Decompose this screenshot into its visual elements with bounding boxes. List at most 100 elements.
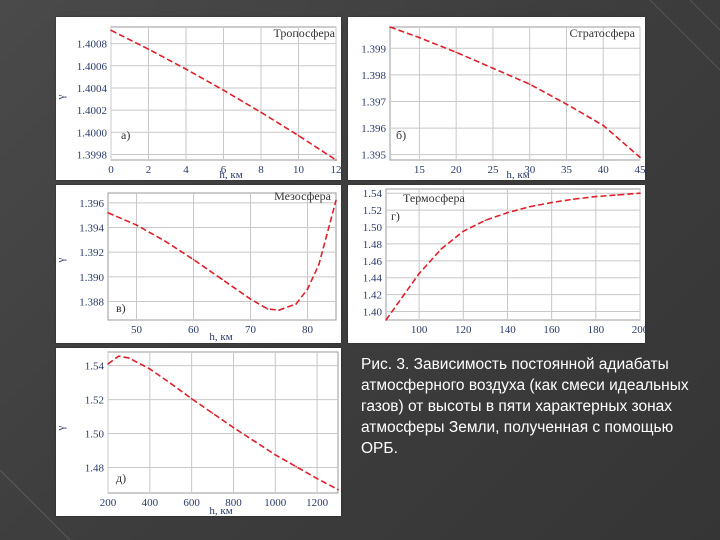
- plot-frame: [107, 351, 339, 494]
- x-tick-label: 140: [499, 324, 516, 336]
- y-tick-label: 1.40: [363, 307, 383, 319]
- data-point: [266, 308, 269, 310]
- x-tick-label: 1200: [306, 497, 329, 509]
- data-point: [295, 303, 297, 305]
- x-tick-label: 160: [543, 324, 560, 336]
- data-point: [232, 426, 235, 429]
- data-point: [149, 368, 151, 370]
- data-point: [418, 36, 421, 39]
- x-tick-label: 20: [451, 164, 463, 176]
- x-tick-label: 12: [331, 164, 342, 176]
- data-point: [274, 453, 277, 456]
- data-point: [639, 192, 641, 195]
- x-axis-label: h, км: [209, 505, 232, 516]
- y-tick-label: 1.390: [79, 272, 104, 284]
- data-point: [389, 26, 391, 28]
- x-tick-label: 600: [183, 497, 200, 509]
- data-point: [418, 272, 420, 275]
- data-point: [385, 319, 387, 321]
- data-point: [455, 51, 457, 54]
- data-point: [211, 412, 214, 414]
- y-tick-label: 1.54: [363, 188, 383, 200]
- y-tick-label: 1.4004: [77, 83, 108, 95]
- data-point: [306, 288, 309, 290]
- data-point: [595, 195, 597, 198]
- data-point: [528, 205, 531, 208]
- series-line: [389, 26, 641, 158]
- data-point: [506, 211, 509, 214]
- y-tick-label: 1.46: [363, 256, 383, 268]
- x-tick-label: 80: [302, 324, 314, 336]
- y-tick-label: 1.4000: [77, 127, 108, 139]
- y-tick-label: 1.398: [361, 70, 386, 82]
- chart-title: Мезосфера: [274, 189, 332, 203]
- x-tick-label: 60: [188, 324, 200, 336]
- data-point: [107, 211, 109, 214]
- y-tick-label: 1.50: [85, 429, 105, 441]
- x-tick-label: 200: [632, 324, 645, 336]
- chart-panel-thermosphere: 100 120 140 160 180 200 1.54 1.52 1.50 1.48 1.46 1.…: [348, 185, 645, 343]
- chart-stratosphere: 15 20 25 30 35 40 45 1.399 1.398 1.397 1.396 1.395 С…: [361, 26, 646, 180]
- x-tick-label: 8: [258, 164, 264, 176]
- chart-title: Стратосфера: [569, 26, 635, 40]
- figure-caption: Рис. 3. Зависимость постоянной адиабаты …: [361, 356, 689, 457]
- x-tick-label: 10: [293, 164, 305, 176]
- y-tick-label: 1.395: [361, 150, 386, 162]
- y-tick-label: 1.52: [363, 205, 382, 217]
- x-tick-label: 50: [131, 324, 143, 336]
- y-tick-label: 1.4006: [77, 61, 108, 73]
- x-tick-label: 45: [635, 164, 646, 176]
- chart-title: Термосфера: [403, 191, 465, 205]
- y-tick-label: 1.48: [85, 463, 105, 475]
- x-tick-label: 2: [146, 164, 152, 176]
- chart-panel-stratosphere: 15 20 25 30 35 40 45 1.399 1.398 1.397 1.396 1.395 С…: [348, 17, 645, 180]
- data-point: [117, 355, 120, 358]
- x-tick-label: 120: [455, 324, 472, 336]
- y-tick-label: 1.388: [79, 297, 104, 309]
- x-tick-label: 25: [487, 164, 499, 176]
- data-point: [492, 67, 494, 70]
- panel-letter: а): [121, 128, 130, 142]
- x-tick-label: 70: [245, 324, 257, 336]
- x-tick-label: 4: [183, 164, 189, 176]
- data-point: [318, 263, 320, 266]
- x-tick-label: 1000: [264, 497, 287, 509]
- data-point: [550, 201, 553, 204]
- data-point: [260, 111, 262, 114]
- x-tick-label: 0: [108, 164, 114, 176]
- y-tick-label: 1.50: [363, 222, 383, 234]
- panel-letter: г): [391, 209, 400, 223]
- chart-thermosphere: 100 120 140 160 180 200 1.54 1.52 1.50 1.48 1.46 1.…: [363, 188, 645, 336]
- y-tick-label: 1.3998: [77, 149, 108, 161]
- y-tick-label: 1.399: [361, 43, 386, 55]
- x-tick-label: 15: [414, 164, 426, 176]
- y-tick-label: 1.4008: [77, 39, 108, 51]
- chart-panel-mesosphere: 50 60 70 80 1.396 1.394 1.392 1.390 1.388 Мезосфе…: [56, 185, 341, 343]
- data-point: [565, 103, 568, 105]
- y-tick-label: 1.54: [85, 361, 105, 373]
- y-tick-label: 1.397: [361, 96, 386, 108]
- data-point: [295, 465, 297, 468]
- data-point: [128, 357, 130, 359]
- data-point: [462, 230, 465, 233]
- x-axis-label: h, км: [506, 169, 529, 180]
- data-point: [278, 309, 280, 311]
- y-tick-label: 1.396: [79, 198, 104, 210]
- data-point: [440, 248, 443, 250]
- x-tick-label: 100: [411, 324, 428, 336]
- data-point: [107, 363, 109, 365]
- x-tick-label: 35: [561, 164, 573, 176]
- data-point: [639, 156, 641, 159]
- data-point: [572, 198, 575, 200]
- chart-troposphere: 0 2 4 6 8 10 12 1.4008 1.4006 1.4004 1.4002 1.4000 1…: [56, 26, 342, 180]
- x-tick-label: 40: [598, 164, 610, 176]
- y-tick-label: 1.392: [79, 247, 104, 259]
- y-tick-label: 1.396: [361, 123, 386, 135]
- data-point: [164, 240, 166, 242]
- data-point: [335, 159, 337, 161]
- y-tick-label: 1.44: [363, 273, 383, 285]
- y-tick-label: 1.4002: [77, 105, 107, 117]
- y-axis-label: γ: [56, 257, 67, 263]
- x-tick-label: 400: [142, 497, 159, 509]
- y-tick-label: 1.52: [85, 395, 104, 407]
